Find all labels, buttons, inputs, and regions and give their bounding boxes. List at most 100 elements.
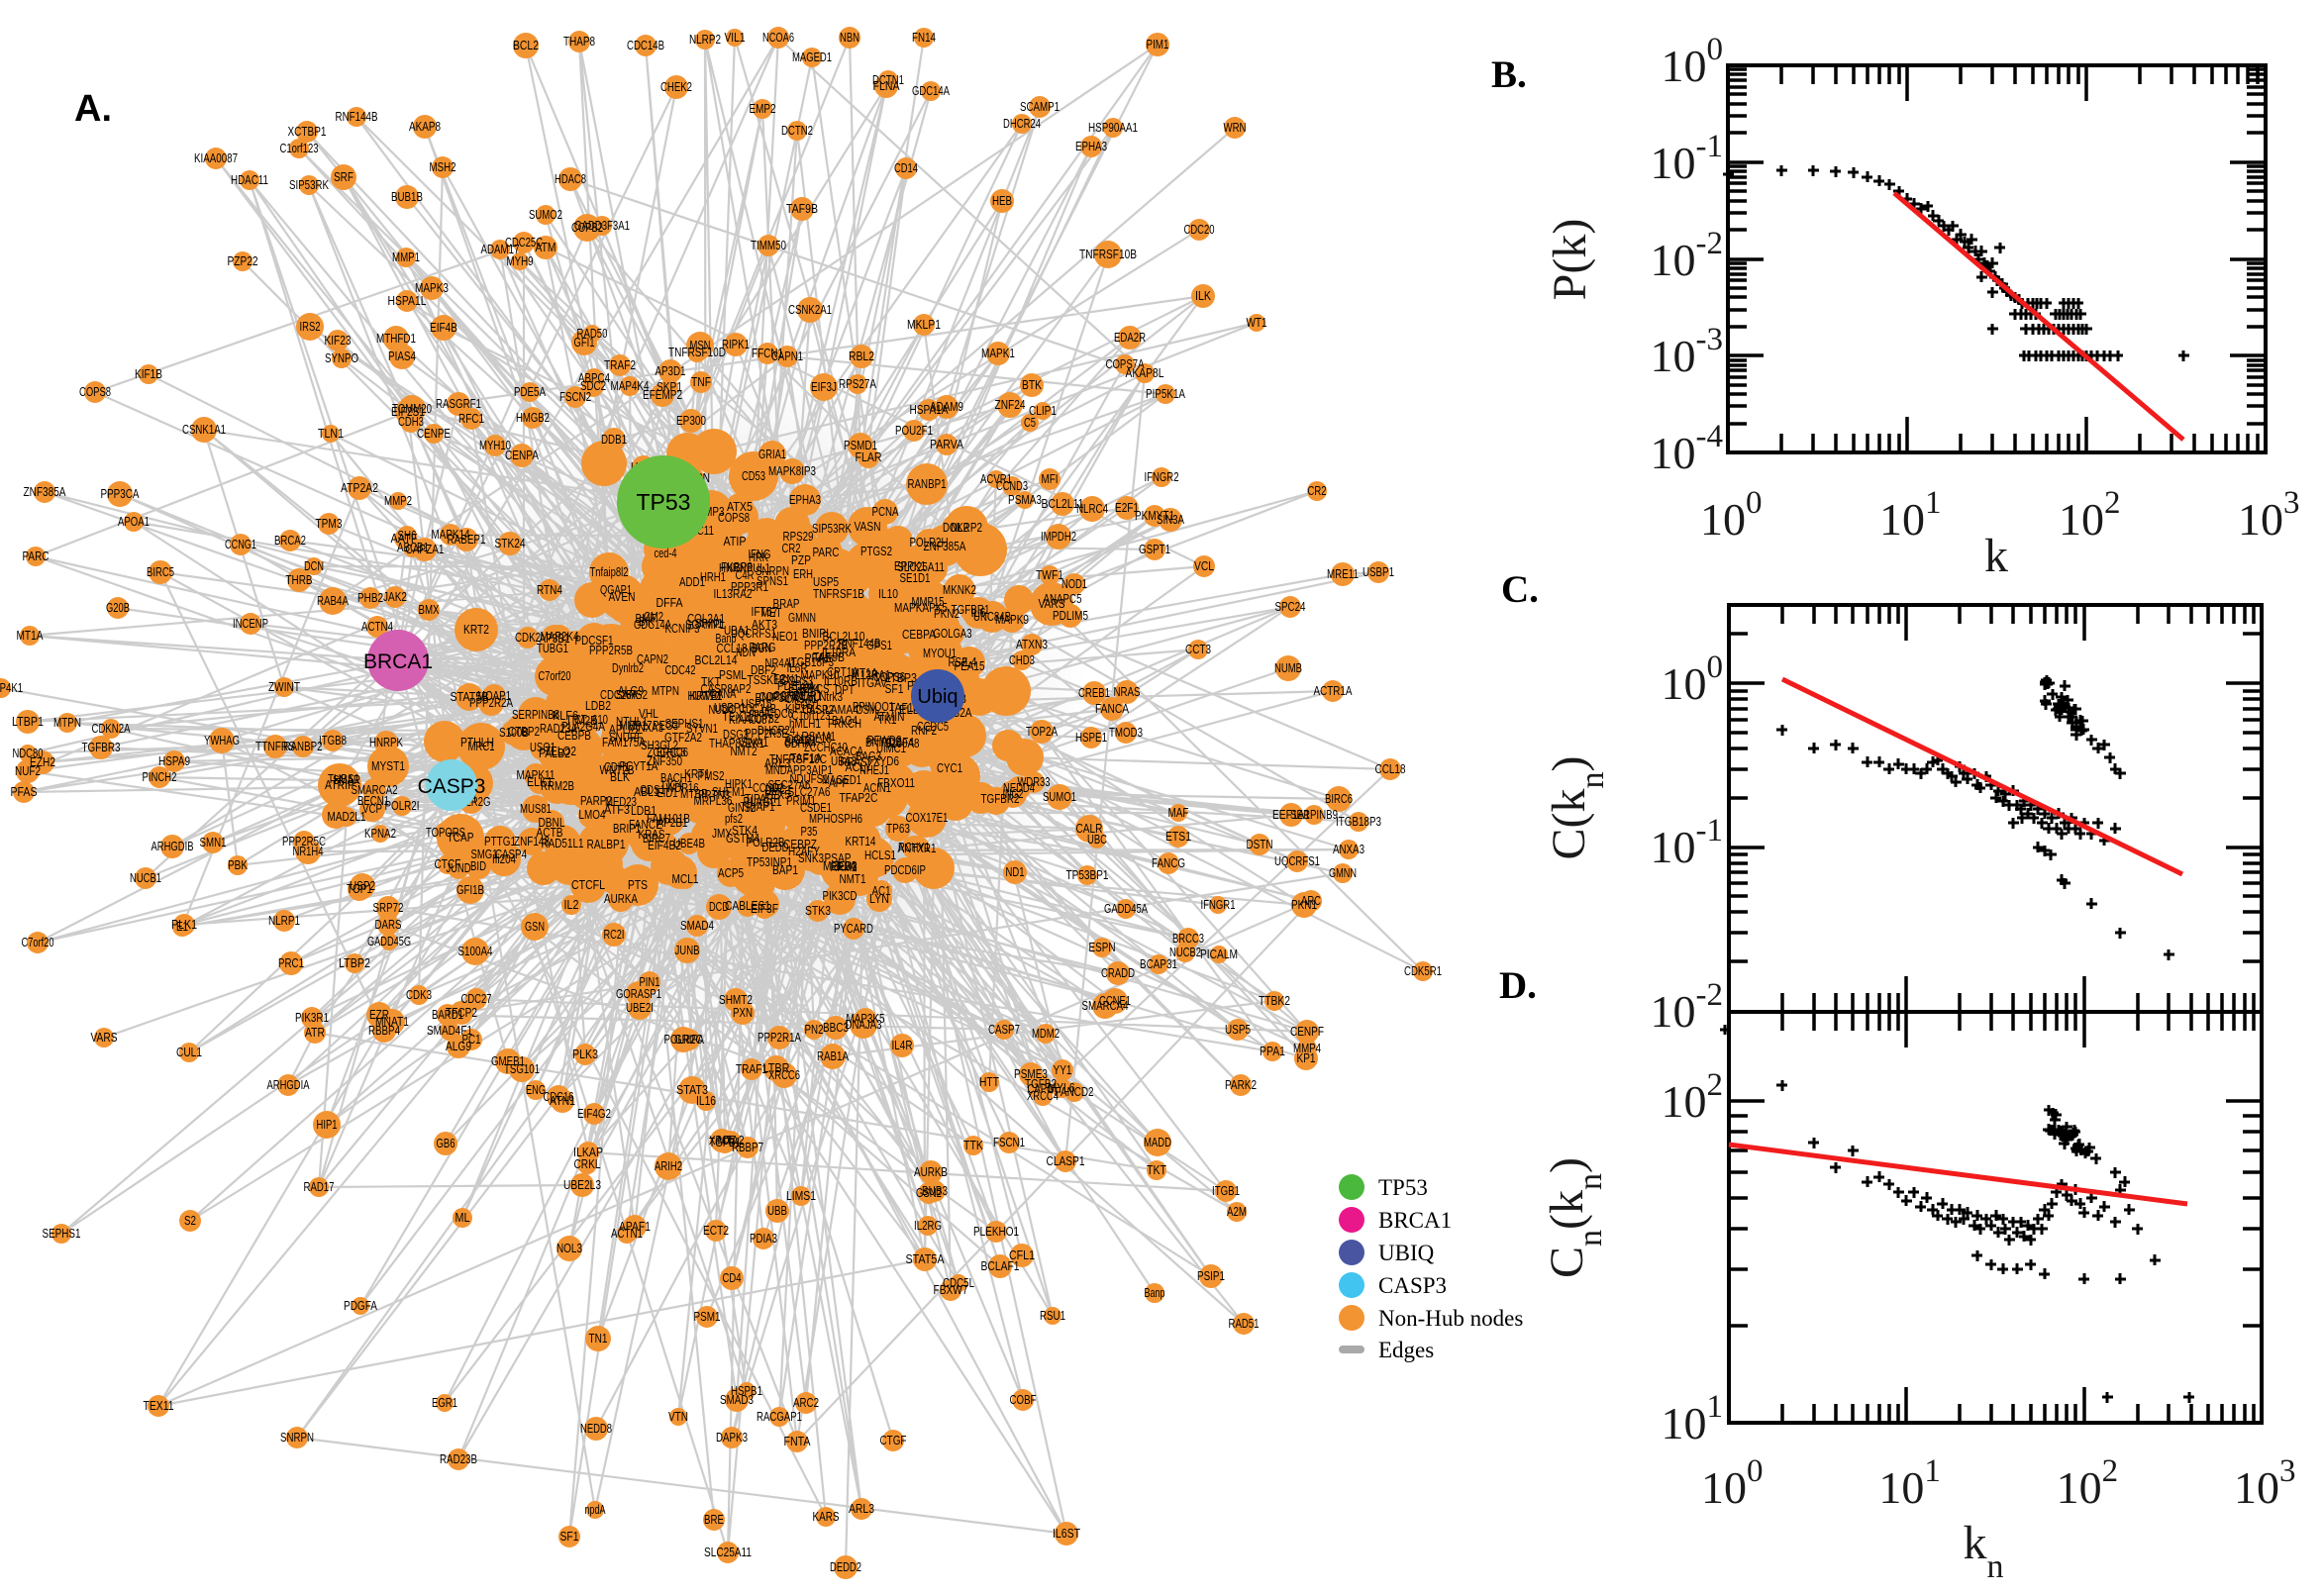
svg-text:MNDA: MNDA [765, 762, 793, 777]
svg-text:SEPHS1: SEPHS1 [665, 716, 704, 731]
svg-text:SIP53RK: SIP53RK [812, 521, 852, 536]
svg-text:DCTN2: DCTN2 [781, 123, 813, 138]
svg-text:DSTN: DSTN [1247, 837, 1273, 851]
svg-text:MAP2K4: MAP2K4 [541, 629, 579, 644]
svg-text:MKLP1: MKLP1 [907, 317, 941, 332]
svg-text:TAF9B: TAF9B [813, 649, 845, 664]
svg-text:HRK: HRK [749, 549, 768, 564]
svg-text:PCYT1A: PCYT1A [620, 758, 658, 773]
svg-text:AP3D1: AP3D1 [656, 363, 686, 378]
svg-text:MT1A: MT1A [852, 665, 878, 680]
svg-text:PINCH2: PINCH2 [143, 769, 177, 784]
svg-text:BID: BID [470, 858, 486, 873]
svg-text:DEDD2: DEDD2 [830, 1559, 861, 1574]
svg-text:IL10RA: IL10RA [822, 645, 856, 659]
svg-text:UBA1: UBA1 [724, 623, 750, 638]
svg-text:BIK: BIK [639, 614, 655, 629]
svg-text:IL4: IL4 [962, 654, 977, 669]
svg-text:SIN3A: SIN3A [1157, 512, 1184, 527]
svg-text:RASGRF1: RASGRF1 [436, 396, 481, 411]
svg-text:B.: B. [1491, 53, 1527, 96]
svg-text:SNRPN: SNRPN [756, 563, 789, 578]
svg-text:USP5: USP5 [1225, 1022, 1251, 1037]
svg-text:KIAA0087: KIAA0087 [194, 150, 238, 165]
svg-text:CRADD: CRADD [1101, 965, 1135, 980]
svg-text:ITGB1: ITGB1 [1212, 1183, 1240, 1198]
svg-text:MAGED1: MAGED1 [822, 772, 861, 787]
svg-text:COX17E1: COX17E1 [906, 810, 949, 825]
svg-text:PEA15: PEA15 [955, 658, 985, 673]
svg-text:npdA: npdA [585, 1502, 606, 1517]
svg-text:KP1: KP1 [1297, 1050, 1316, 1065]
svg-text:FBXW7: FBXW7 [934, 1282, 968, 1297]
svg-text:EEF1A1: EEF1A1 [1272, 807, 1310, 822]
svg-text:TP53BP1: TP53BP1 [1066, 867, 1109, 882]
svg-text:SPC24: SPC24 [1275, 599, 1306, 614]
svg-text:PPP3CA: PPP3CA [101, 486, 140, 501]
svg-text:HSP90AA1: HSP90AA1 [1088, 120, 1138, 135]
svg-text:BCL2: BCL2 [513, 38, 539, 52]
svg-text:FSCN1: FSCN1 [993, 1135, 1025, 1149]
svg-text:MAPK3: MAPK3 [415, 280, 449, 295]
svg-text:CHD3: CHD3 [1009, 652, 1035, 667]
svg-text:VARS: VARS [1039, 596, 1065, 611]
svg-text:FKBP8: FKBP8 [721, 559, 753, 574]
svg-text:PPP3R1: PPP3R1 [731, 579, 768, 594]
svg-text:P(k): P(k) [1544, 219, 1596, 301]
svg-text:IFNG: IFNG [749, 547, 771, 561]
svg-text:FSCN2: FSCN2 [559, 389, 591, 404]
svg-text:PIK3R1: PIK3R1 [295, 1010, 329, 1025]
svg-text:PARVA: PARVA [930, 437, 963, 451]
svg-text:ARHGDIA: ARHGDIA [267, 1077, 310, 1092]
svg-text:MFI: MFI [1042, 471, 1059, 486]
svg-text:LIMS1: LIMS1 [786, 1188, 816, 1203]
svg-text:USP5: USP5 [813, 574, 839, 589]
svg-text:FCN1: FCN1 [773, 671, 799, 686]
svg-text:COPS7A: COPS7A [1106, 356, 1145, 371]
svg-text:GMNN: GMNN [1329, 865, 1357, 880]
svg-text:ZNF24: ZNF24 [995, 397, 1026, 412]
svg-text:S100A4: S100A4 [458, 944, 493, 958]
svg-text:UBE4B: UBE4B [673, 836, 705, 850]
svg-text:POLR2H: POLR2H [910, 535, 949, 549]
svg-text:NRAS: NRAS [1114, 684, 1141, 699]
svg-text:LTBR: LTBR [763, 1060, 790, 1075]
svg-text:SCAMP1: SCAMP1 [1020, 99, 1060, 114]
svg-text:IL13RA2: IL13RA2 [714, 586, 753, 601]
svg-text:CENPA: CENPA [505, 448, 539, 462]
svg-text:ANXA3: ANXA3 [632, 720, 663, 735]
svg-text:USO1: USO1 [530, 740, 556, 754]
svg-text:CTCF: CTCF [435, 856, 461, 871]
svg-text:UBB: UBB [767, 1203, 787, 1218]
svg-text:MAD2L1: MAD2L1 [328, 809, 366, 824]
svg-text:MMP15: MMP15 [912, 594, 945, 609]
svg-text:MT1A: MT1A [17, 628, 44, 643]
svg-text:DFFA: DFFA [656, 595, 683, 610]
svg-text:GRIA1: GRIA1 [758, 447, 786, 461]
svg-text:FFCN1: FFCN1 [752, 346, 783, 360]
svg-text:XPO5: XPO5 [709, 1133, 735, 1147]
svg-text:Tnfaip8l2: Tnfaip8l2 [590, 564, 629, 579]
svg-text:ILK: ILK [1195, 288, 1211, 303]
svg-text:GADD45A: GADD45A [1104, 901, 1148, 916]
svg-text:IL18: IL18 [812, 731, 832, 746]
svg-text:NDN: NDN [736, 645, 756, 659]
svg-text:TKT: TKT [701, 674, 721, 689]
svg-text:SEPHS1: SEPHS1 [43, 1226, 81, 1241]
svg-text:SIP53RK: SIP53RK [289, 177, 329, 192]
svg-text:HDAC8: HDAC8 [555, 171, 586, 186]
svg-text:TK1: TK1 [878, 712, 897, 727]
svg-text:PXN: PXN [733, 1005, 753, 1020]
svg-text:RRAS: RRAS [841, 754, 867, 769]
svg-text:LTBP3: LTBP3 [885, 670, 917, 685]
svg-text:RFC1: RFC1 [458, 411, 484, 426]
svg-text:GADD3F3A1: GADD3F3A1 [574, 218, 630, 233]
svg-text:BARD1: BARD1 [432, 1007, 463, 1022]
svg-text:TP53INP1: TP53INP1 [747, 854, 792, 869]
svg-text:PPP2R1A: PPP2R1A [758, 1030, 801, 1045]
svg-text:RAB1A: RAB1A [817, 1048, 849, 1063]
svg-text:MAPK1: MAPK1 [981, 346, 1015, 360]
svg-text:AURKB: AURKB [914, 1164, 948, 1179]
svg-text:FBXO11: FBXO11 [877, 775, 915, 790]
svg-text:ALG9: ALG9 [446, 1039, 471, 1053]
